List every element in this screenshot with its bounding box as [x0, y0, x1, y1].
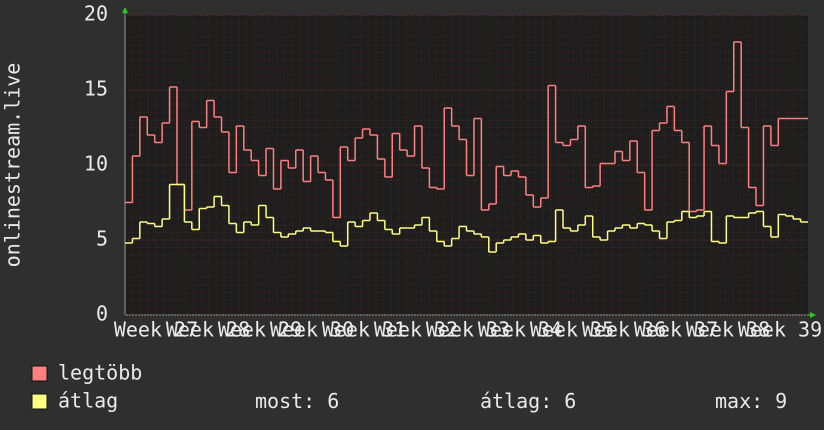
x-tick-label: Week 29 — [218, 318, 302, 342]
stat-value: 6 — [564, 389, 576, 413]
stat-label: átlag: — [480, 389, 552, 413]
x-arrow — [810, 312, 816, 318]
stat-value: 9 — [775, 389, 787, 413]
stat-label: most: — [255, 389, 315, 413]
y-arrow — [122, 7, 128, 13]
x-tick-label: Week 35 — [530, 318, 614, 342]
x-tick-label: Week 31 — [322, 318, 406, 342]
x-tick-label: Week 27 — [114, 318, 198, 342]
y-tick-label: 0 — [96, 302, 108, 326]
x-tick-label: Week 34 — [478, 318, 562, 342]
stat: átlag: 6 — [480, 389, 576, 413]
x-tick-label: Week 33 — [426, 318, 510, 342]
x-tick-label: Week 38 — [686, 318, 770, 342]
y-tick-label: 10 — [84, 152, 108, 176]
x-tick-label: Week 32 — [374, 318, 458, 342]
y-tick-label: 15 — [84, 77, 108, 101]
stat: most: 6 — [255, 389, 339, 413]
stat-label: max: — [715, 389, 763, 413]
y-tick-label: 5 — [96, 227, 108, 251]
legend-label: átlag — [58, 389, 118, 413]
legend-label: legtöbb — [58, 361, 142, 385]
legend-swatch — [31, 393, 48, 410]
y-tick-label: 20 — [84, 2, 108, 26]
y-axis-label: onlinestream.live — [1, 63, 25, 268]
stat: max: 9 — [715, 389, 787, 413]
x-tick-label: Week 36 — [582, 318, 666, 342]
x-tick-label: Week 37 — [634, 318, 718, 342]
x-tick-label: Week 28 — [166, 318, 250, 342]
legend-swatch — [31, 365, 48, 382]
x-tick-label: Week 39 — [738, 318, 822, 342]
x-tick-label: Week 30 — [270, 318, 354, 342]
stat-value: 6 — [327, 389, 339, 413]
